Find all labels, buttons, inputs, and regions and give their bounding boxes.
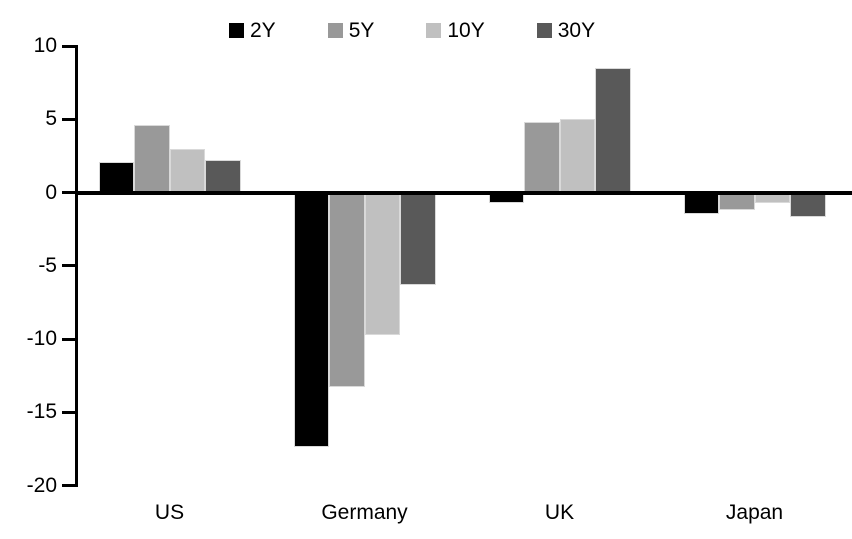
y-axis-label--20: -20 [26, 473, 57, 497]
bar-japan-2y [683, 192, 719, 215]
legend-swatch-10y-icon [426, 23, 442, 38]
y-axis-tick--20 [62, 484, 78, 487]
bar-germany-10y [364, 192, 400, 335]
bar-uk-10y [559, 119, 595, 193]
bar-japan-30y [790, 192, 826, 218]
y-axis-label-0: 0 [45, 180, 57, 204]
x-axis-label-uk: UK [544, 501, 575, 524]
legend-swatch-5y-icon [327, 23, 343, 38]
x-axis-label-germany: Germany [321, 501, 408, 524]
bar-us-10y [169, 148, 205, 193]
legend-label-30y: 30Y [557, 19, 596, 42]
legend-item-5y: 5Y [327, 19, 375, 42]
y-axis-tick-10 [62, 44, 78, 48]
y-axis-tick-5 [62, 117, 78, 121]
legend-item-10y: 10Y [426, 19, 485, 42]
y-axis-label--15: -15 [26, 400, 57, 424]
chart-legend: 2Y 5Y 10Y 30Y [229, 20, 595, 41]
y-axis-label--10: -10 [26, 327, 57, 350]
bar-us-5y [134, 125, 170, 193]
bar-germany-30y [400, 192, 436, 285]
bar-germany-5y [329, 192, 365, 388]
legend-label-5y: 5Y [348, 19, 375, 42]
y-axis-label--5: -5 [38, 253, 57, 277]
x-axis-label-us: US [154, 501, 185, 524]
y-axis-label-5: 5 [45, 107, 57, 131]
legend-label-2y: 2Y [250, 19, 276, 42]
zero-baseline [75, 190, 852, 195]
legend-swatch-30y-icon [536, 23, 552, 38]
bar-uk-5y [524, 122, 560, 193]
y-axis-tick-0 [62, 191, 78, 194]
legend-item-2y: 2Y [229, 20, 276, 41]
bar-us-2y [98, 161, 134, 193]
bar-germany-2y [293, 192, 329, 448]
bar-uk-30y [595, 67, 631, 193]
y-axis-tick--15 [62, 410, 78, 414]
bar-japan-5y [719, 192, 755, 211]
y-axis-tick--5 [62, 264, 78, 268]
bar-us-30y [205, 160, 241, 193]
legend-swatch-2y-icon [229, 23, 244, 38]
y-axis-tick--10 [62, 337, 78, 341]
y-axis-label-10: 10 [33, 34, 57, 57]
legend-item-30y: 30Y [536, 19, 596, 42]
legend-label-10y: 10Y [447, 19, 485, 42]
x-axis-label-japan: Japan [725, 501, 784, 524]
